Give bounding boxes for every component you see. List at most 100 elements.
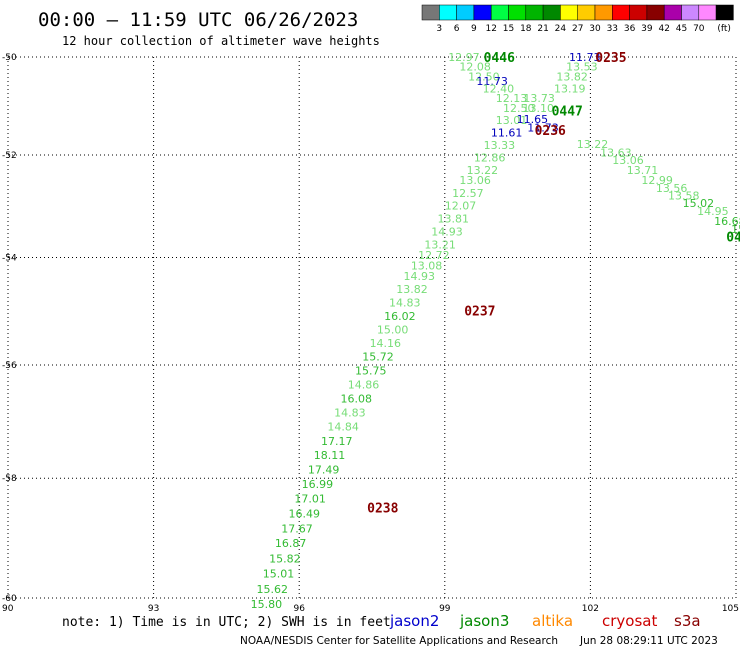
wave-height-value: 14.84 bbox=[327, 421, 359, 434]
note-text: note: 1) Time is in UTC; 2) SWH is in fe… bbox=[62, 615, 391, 630]
legend-tick-label: 30 bbox=[589, 24, 601, 34]
wave-height-value: 14.95 bbox=[697, 205, 729, 218]
longitude-label: 96 bbox=[293, 604, 305, 614]
wave-height-value: 14.83 bbox=[389, 297, 421, 310]
wave-height-value: 15.01 bbox=[263, 567, 295, 580]
wave-height-value: 13.58 bbox=[668, 189, 700, 202]
wave-height-value: 13.81 bbox=[438, 212, 470, 225]
wave-height-value: 12.99 bbox=[641, 174, 673, 187]
wave-height-value: 11.73 bbox=[569, 51, 601, 64]
wave-height-value: 15.80 bbox=[251, 598, 283, 611]
pass-time-label: 0235 bbox=[595, 51, 626, 66]
longitude-label: 105 bbox=[722, 604, 739, 614]
color-legend: 3 6 9 12 15 18 21 24 27 30 33 36 39 42 45 70 (ft) bbox=[421, 4, 734, 34]
mission-label: jason3 bbox=[459, 612, 509, 630]
legend-tick-label: 24 bbox=[555, 24, 567, 34]
legend-swatch bbox=[542, 4, 561, 21]
wave-height-value: 13.21 bbox=[424, 238, 456, 251]
wave-height-value: 12.97 bbox=[448, 51, 480, 64]
wave-height-value: 11.73 bbox=[476, 75, 508, 88]
legend-swatch bbox=[577, 4, 596, 21]
map-title: 00:00 – 11:59 UTC 06/26/2023 bbox=[38, 9, 358, 31]
wave-height-value: 18.11 bbox=[314, 449, 346, 462]
wave-height-value: 13.82 bbox=[396, 283, 428, 296]
legend-swatch bbox=[663, 4, 682, 21]
wave-height-value: 17.17 bbox=[321, 435, 353, 448]
wave-height-value: 12.50 bbox=[468, 70, 500, 83]
wave-height-value: 17.49 bbox=[308, 464, 340, 477]
legend-unit: (ft) bbox=[717, 24, 731, 34]
pass-time-label: 0446 bbox=[484, 51, 515, 66]
wave-height-value: 12.40 bbox=[483, 82, 515, 95]
legend-swatch bbox=[715, 4, 734, 21]
latitude-label: -60 bbox=[2, 594, 17, 604]
wave-height-value: 16.87 bbox=[275, 537, 307, 550]
legend-swatch bbox=[594, 4, 613, 21]
pass-time-label: 0237 bbox=[464, 305, 495, 320]
legend-swatch bbox=[646, 4, 665, 21]
wave-height-value: 15.79 bbox=[731, 223, 740, 236]
longitude-label: 93 bbox=[148, 604, 159, 614]
wave-height-value: 15.72 bbox=[362, 351, 394, 364]
wave-height-value: 15.75 bbox=[355, 365, 387, 378]
wave-height-value: 13.01 bbox=[496, 114, 528, 127]
mission-label: altika bbox=[532, 612, 573, 630]
map-subtitle: 12 hour collection of altimeter wave hei… bbox=[62, 34, 380, 48]
legend-swatch bbox=[439, 4, 457, 21]
latitude-label: -52 bbox=[2, 151, 17, 161]
wave-height-value: 13.33 bbox=[484, 139, 516, 152]
pass-time-label: 0238 bbox=[367, 502, 398, 517]
footer-credit: NOAA/NESDIS Center for Satellite Applica… bbox=[240, 635, 558, 647]
legend-tick-label: 15 bbox=[503, 24, 514, 34]
wave-height-value: 16.99 bbox=[302, 478, 334, 491]
legend-swatch bbox=[421, 4, 440, 21]
wave-height-value: 12.72 bbox=[418, 249, 450, 262]
latitude-label: -54 bbox=[2, 253, 17, 263]
wave-height-value: 14.93 bbox=[431, 225, 463, 238]
wave-height-value: 13.08 bbox=[411, 259, 443, 272]
legend-swatch bbox=[612, 4, 630, 21]
wave-height-value: 17.01 bbox=[294, 493, 326, 506]
wave-height-value: 13.82 bbox=[556, 70, 588, 83]
wave-height-value: 13.53 bbox=[566, 61, 598, 74]
wave-height-value: 15.82 bbox=[269, 552, 301, 565]
wave-height-value: 16.68 bbox=[714, 215, 740, 228]
longitude-labels: 90 93 96 99 102 105 bbox=[2, 604, 739, 614]
legend-tick-label: 21 bbox=[537, 24, 548, 34]
legend-tick-label: 42 bbox=[658, 24, 669, 34]
wave-height-value: 15.00 bbox=[377, 323, 409, 336]
legend-swatch bbox=[456, 4, 475, 21]
pass-time-label: 0236 bbox=[535, 124, 566, 139]
wave-height-value: 11.73 bbox=[527, 122, 559, 135]
wave-height-value: 12.13 bbox=[496, 92, 528, 105]
wave-height-value: 16.49 bbox=[289, 507, 321, 520]
latitude-labels: -50 -52 -54 -56 -58 -60 bbox=[2, 53, 17, 604]
wave-height-value: 12.57 bbox=[452, 187, 484, 200]
mission-legend: jason2 jason3 altika cryosat s3a bbox=[389, 612, 701, 630]
pass-time-label: 0448 bbox=[726, 231, 740, 246]
legend-swatch bbox=[629, 4, 648, 21]
wave-height-value: 15.02 bbox=[683, 197, 715, 210]
wave-height-value: 16.02 bbox=[384, 310, 416, 323]
legend-swatch bbox=[525, 4, 544, 21]
longitude-label: 99 bbox=[439, 604, 451, 614]
footer-timestamp: Jun 28 08:29:11 UTC 2023 bbox=[579, 635, 718, 647]
legend-tick-label: 18 bbox=[520, 24, 532, 34]
legend-swatch bbox=[473, 4, 492, 21]
legend-swatch bbox=[698, 4, 717, 21]
wave-height-value: 12.50 bbox=[503, 102, 535, 115]
wave-height-value: 13.10 bbox=[522, 102, 554, 115]
wave-height-value: 15.62 bbox=[256, 583, 288, 596]
legend-tick-label: 9 bbox=[471, 24, 477, 34]
wave-height-value: 13.19 bbox=[554, 82, 586, 95]
wave-height-value: 14.83 bbox=[334, 406, 366, 419]
wave-height-value: 12.86 bbox=[474, 152, 506, 165]
legend-tick-label: 27 bbox=[572, 24, 583, 34]
legend-tick-label: 6 bbox=[454, 24, 460, 34]
wave-height-value: 14.86 bbox=[348, 378, 380, 391]
wave-height-value: 17.67 bbox=[281, 522, 313, 535]
wave-height-value: 13.73 bbox=[523, 92, 555, 105]
legend-tick-label: 70 bbox=[693, 24, 705, 34]
wave-height-value: 12.08 bbox=[459, 61, 491, 74]
